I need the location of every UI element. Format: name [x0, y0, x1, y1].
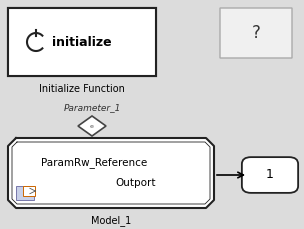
Text: 1: 1: [266, 169, 274, 182]
Text: Outport: Outport: [116, 178, 156, 188]
Text: Model_1: Model_1: [91, 215, 131, 226]
FancyBboxPatch shape: [242, 157, 298, 193]
FancyBboxPatch shape: [8, 8, 156, 76]
FancyBboxPatch shape: [16, 186, 34, 200]
Text: initialize: initialize: [52, 35, 112, 49]
Text: ParamRw_Reference: ParamRw_Reference: [41, 157, 148, 168]
FancyBboxPatch shape: [220, 8, 292, 58]
Text: e: e: [90, 123, 94, 128]
Text: ?: ?: [252, 24, 261, 42]
Text: Parameter_1: Parameter_1: [63, 104, 121, 112]
Polygon shape: [8, 138, 214, 208]
Polygon shape: [78, 116, 106, 136]
FancyBboxPatch shape: [23, 186, 35, 196]
Text: Initialize Function: Initialize Function: [39, 84, 125, 94]
FancyBboxPatch shape: [8, 8, 156, 76]
